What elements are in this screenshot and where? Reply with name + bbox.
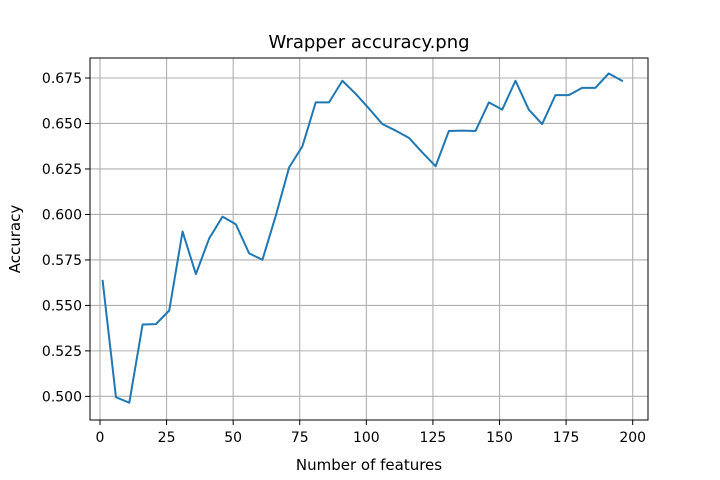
x-tick-label: 200: [619, 430, 646, 446]
y-tick-label: 0.575: [42, 253, 82, 269]
y-tick-label: 0.650: [42, 116, 82, 132]
x-tick-label: 150: [486, 430, 513, 446]
x-tick-label: 25: [158, 430, 176, 446]
chart-title: Wrapper accuracy.png: [268, 32, 469, 53]
plot-frame: [89, 57, 649, 421]
x-axis-title: Number of features: [296, 456, 442, 474]
x-tick-label: 75: [291, 430, 309, 446]
x-tick-label: 0: [96, 430, 105, 446]
x-tick-label: 175: [553, 430, 580, 446]
series-layer: [101, 72, 624, 404]
ticks: 0 25 50 75 100 125 150 175 200 0.500 0.525 0.550 0.5…: [42, 71, 646, 446]
y-tick-label: 0.525: [42, 344, 82, 360]
y-tick-label: 0.675: [42, 71, 82, 87]
y-tick-label: 0.600: [42, 207, 82, 223]
accuracy-line: [101, 72, 624, 404]
x-tick-label: 50: [224, 430, 242, 446]
y-tick-label: 0.625: [42, 162, 82, 178]
y-tick-label: 0.500: [42, 389, 82, 405]
x-tick-label: 125: [420, 430, 447, 446]
y-axis-title: Accuracy: [6, 205, 24, 274]
y-tick-label: 0.550: [42, 298, 82, 314]
x-tick-label: 100: [353, 430, 380, 446]
grid: [90, 58, 648, 420]
